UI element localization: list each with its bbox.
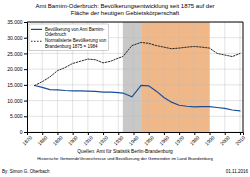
y-tick-label: 30.000 [7,35,23,41]
grid-line-x [239,22,240,132]
x-tick-label: 1980 [188,134,200,146]
title-line: Fläche der heutigen Gebietskörperschaft [71,10,180,16]
x-tick-label: 1940 [128,134,140,146]
x-tick: 1990 [204,132,216,147]
x-tick: 1870 [21,132,33,147]
legend-label-line: Oderbruch [45,32,67,37]
legend-box [29,24,109,50]
y-tick-mark [24,101,27,102]
y-tick-mark [24,69,27,70]
grid-line-y [27,100,243,101]
annotation: By: Simon G. Oberbach [2,169,50,174]
y-tick-label: 5.000 [10,113,23,119]
x-tick-label: 1920 [97,134,109,146]
y-tick: 5.000 [10,113,27,119]
x-tick: 1900 [67,132,79,147]
legend-label: Normalisierte Bevölkerung vonBrandenburg… [45,38,107,48]
x-tick: 1890 [51,132,63,147]
grid-line-y [27,132,243,133]
x-tick: 1930 [112,132,124,147]
frame-top [27,22,243,23]
series-line [35,85,240,110]
grid [27,22,243,132]
grid-line-x [148,22,149,132]
span [123,22,141,132]
x-tick: 1880 [36,132,48,147]
annotation: Historische GemeindeVerzeichnisse und Be… [37,156,213,161]
grid-line-y [27,116,243,117]
y-tick-label: 20.000 [7,66,23,72]
legend-label-line: Brandenburg 1875 = 1984 [45,44,98,49]
y-tick: 35.000 [7,19,27,25]
x-tick-label: 2010 [234,134,246,146]
grid-line-y [27,53,243,54]
span [141,22,209,132]
annotation: 01.11.2016 [226,169,249,174]
y-tick: 25.000 [7,51,27,57]
x-tick: 2000 [219,132,231,147]
y-tick-label: 15.000 [7,82,23,88]
x-tick: 1950 [143,132,155,147]
grid-line-y [27,69,243,70]
grid-line-y [27,84,243,85]
y-tick: 20.000 [7,66,27,72]
y-tick-mark [24,85,27,86]
grid-line-x [118,22,119,132]
marks [27,22,243,132]
x-tick-label: 1970 [173,134,185,146]
y-tick-label: 25.000 [7,51,23,57]
annotation: Quellen: Amt für Statistik Berlin-Brande… [77,149,173,154]
x-tick-label: 1930 [112,134,124,146]
frame-right [243,22,244,132]
legend-label: Bevölkerung von Amt Barnim-Oderbruch [45,27,105,37]
x-tick: 1910 [82,132,94,147]
grid-line-x [163,22,164,132]
grid-line-x [224,22,225,132]
grid-line-y [27,22,243,23]
y-tick: 0 [20,129,27,135]
grid-line-x [133,22,134,132]
y-tick-label: 10.000 [7,98,23,104]
y-tick-mark [24,38,27,39]
y-axis-line [24,23,28,133]
x-tick-label: 1870 [21,134,33,146]
x-tick-label: 1950 [143,134,155,146]
x-tick-label: 1990 [204,134,216,146]
x-tick-label: 1890 [51,134,63,146]
y-tick-mark [24,53,27,54]
chart: 187018801890 1900191019201930 194019501960… [0,0,250,177]
x-tick-label: 1900 [67,134,79,146]
x-axis: 187018801890 1900191019201930 194019501960… [21,132,246,147]
x-tick-label: 1910 [82,134,94,146]
legend: Bevölkerung von Amt Barnim-OderbruchNorm… [29,24,109,50]
y-tick-mark [24,132,27,133]
grid-line-x [209,22,210,132]
title-line: Amt Barnim-Oderbruch: Bevölkerungsentwic… [35,3,214,9]
grid-line-x [179,22,180,132]
x-tick-label: 2000 [219,134,231,146]
title: Amt Barnim-Oderbruch: Bevölkerungsentwic… [35,3,214,16]
x-tick: 1960 [158,132,170,147]
y-tick: 10.000 [7,98,27,104]
x-tick: 2010 [234,132,246,147]
legend-swatch [31,29,42,30]
y-tick-mark [24,116,27,117]
y-tick-label: 35.000 [7,19,23,25]
x-tick: 1980 [188,132,200,147]
x-tick: 1920 [97,132,109,147]
y-tick: 30.000 [7,35,27,41]
y-axis: 0 5.000 10.000 15.000 20.000 25.000 30.000 35.0… [7,19,27,135]
plot: 187018801890 1900191019201930 194019501960… [7,19,246,146]
y-tick-mark [24,22,27,23]
grid-line-x [194,22,195,132]
x-tick-label: 1880 [36,134,48,146]
x-tick: 1940 [128,132,140,147]
legend-swatch [31,41,42,42]
y-tick: 15.000 [7,82,27,88]
x-tick: 1970 [173,132,185,147]
x-tick-label: 1960 [158,134,170,146]
y-tick-label: 0 [20,129,23,135]
